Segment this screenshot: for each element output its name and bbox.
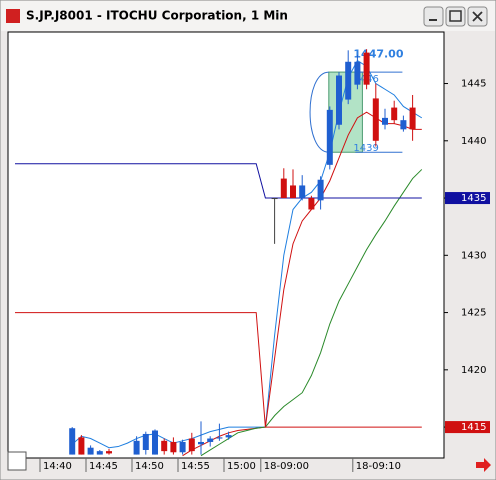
candle-body — [161, 440, 168, 452]
y-tick-label: 1440 — [461, 136, 486, 147]
corner-box[interactable] — [7, 451, 27, 471]
line-series — [15, 163, 422, 199]
candle-body — [225, 435, 232, 438]
y-tick-label: 1430 — [461, 250, 486, 261]
x-tick-label: 15:00 — [227, 461, 256, 472]
candle-body — [409, 107, 416, 130]
close-button[interactable] — [467, 6, 488, 27]
annotation-label: 1439 — [353, 143, 378, 154]
price-marker — [445, 192, 490, 205]
candle-body — [354, 61, 361, 85]
candle-body — [207, 438, 214, 442]
minimize-button[interactable] — [423, 6, 444, 27]
x-tick-label: 14:50 — [135, 461, 164, 472]
maximize-button[interactable] — [445, 6, 466, 27]
line-series — [182, 111, 422, 457]
candle-body — [299, 185, 306, 199]
candle-body — [391, 107, 398, 121]
candle-body — [372, 98, 379, 141]
title-bar — [1, 1, 495, 31]
line-series — [200, 169, 423, 457]
candle-body — [363, 52, 370, 85]
candle-body — [382, 117, 388, 125]
candle-body — [400, 120, 407, 130]
candle-body — [142, 433, 149, 450]
candle-body — [170, 441, 177, 453]
y-tick-label: 1420 — [461, 365, 486, 376]
candle-body — [216, 437, 223, 439]
candle-body — [280, 178, 287, 199]
candle-body — [78, 437, 85, 455]
price-marker-label: 1435 — [461, 193, 486, 204]
candle-body — [308, 198, 315, 210]
x-tick-label: 14:40 — [43, 461, 72, 472]
candle-body — [106, 451, 112, 454]
annotation-label: 1447.00 — [353, 48, 403, 61]
price-marker-label: 1415 — [461, 422, 486, 433]
price-marker — [445, 421, 490, 434]
candle-body — [69, 428, 76, 455]
x-tick-label: 14:45 — [89, 461, 118, 472]
candle-body — [179, 441, 186, 453]
window-title: S.JP.J8001 - ITOCHU Corporation, 1 Min — [26, 9, 288, 23]
candle-body — [271, 198, 278, 200]
line-series — [71, 59, 423, 449]
candle-body — [326, 109, 333, 165]
scroll-arrow[interactable] — [476, 458, 491, 472]
plot-area — [7, 31, 445, 459]
candle-body — [336, 75, 342, 125]
candle-body — [87, 447, 94, 455]
candle-body — [133, 440, 140, 455]
x-tick-label: 18-09:00 — [264, 461, 309, 472]
candle-body — [198, 441, 204, 445]
x-tick-label: 18-09:10 — [356, 461, 401, 472]
y-tick-label: 1445 — [461, 79, 486, 90]
selection-outline — [309, 71, 329, 153]
candle-body — [345, 61, 352, 100]
candle-body — [290, 185, 296, 199]
candle-body — [152, 430, 158, 455]
y-tick-label: 1425 — [461, 308, 486, 319]
x-tick-label: 14:55 — [181, 461, 210, 472]
candle-body — [317, 179, 324, 201]
candle-body — [188, 438, 195, 452]
candle-body — [96, 451, 103, 455]
app-icon — [6, 9, 20, 23]
line-series — [15, 312, 422, 428]
